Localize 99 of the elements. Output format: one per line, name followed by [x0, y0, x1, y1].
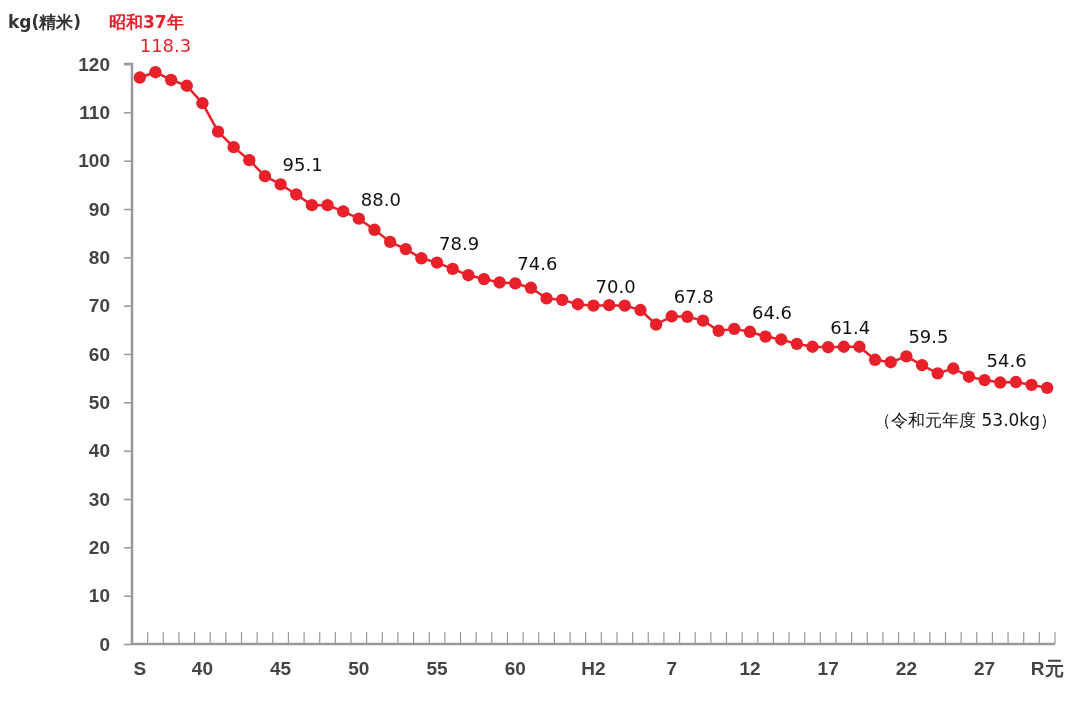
- data-label: 95.1: [282, 154, 323, 176]
- point: [133, 71, 146, 84]
- point: [587, 299, 600, 312]
- point: [649, 318, 663, 331]
- data-label: 64.6: [751, 301, 793, 323]
- x-tick-label: S: [133, 658, 147, 680]
- y-axis-title: kg(精米): [8, 12, 82, 32]
- x-tick-label: 55: [426, 658, 449, 680]
- point: [994, 376, 1007, 389]
- point: [1041, 381, 1054, 394]
- y-tick-label: 110: [79, 101, 110, 123]
- data-label: 88.0: [360, 188, 401, 210]
- x-tick-label: 17: [817, 658, 839, 680]
- y-tick-label: 120: [78, 53, 110, 75]
- text: 昭和37年: [109, 12, 184, 32]
- point: [180, 79, 193, 92]
- point: [477, 272, 491, 286]
- point: [634, 303, 647, 317]
- point: [258, 169, 272, 183]
- point: [837, 340, 850, 353]
- y-tick-label: 0: [99, 633, 110, 655]
- point: [243, 154, 256, 167]
- point: [290, 188, 303, 201]
- point: [446, 262, 459, 276]
- x-tick-label: 27: [974, 658, 996, 680]
- point: [696, 314, 710, 327]
- point: [665, 310, 678, 323]
- y-tick-label: 20: [88, 536, 110, 558]
- point: [821, 341, 835, 354]
- point: [352, 212, 366, 225]
- point: [728, 322, 741, 336]
- y-tick-label: 60: [88, 343, 110, 365]
- x-tick-label: 50: [348, 658, 370, 680]
- point: [712, 324, 725, 337]
- point: [430, 256, 444, 269]
- y-tick-label: 70: [88, 295, 110, 317]
- point: [383, 235, 397, 249]
- point: [493, 276, 506, 289]
- data-label: 70.0: [595, 275, 636, 297]
- x-tick-label: 22: [895, 658, 917, 680]
- point: [618, 299, 631, 312]
- point: [415, 252, 428, 265]
- point: [321, 198, 334, 212]
- point: [978, 373, 991, 387]
- point: [305, 198, 319, 212]
- point: [274, 178, 287, 191]
- y-tick-label: 100: [78, 150, 110, 172]
- point: [524, 281, 538, 294]
- x-tick-label: 60: [504, 658, 526, 680]
- x-tick-label: 45: [270, 658, 292, 680]
- point: [462, 269, 475, 282]
- x-tick-label: H2: [581, 658, 606, 680]
- point: [337, 205, 350, 218]
- point: [884, 356, 897, 369]
- point: [211, 125, 225, 138]
- point: [509, 277, 522, 290]
- point: [399, 242, 412, 256]
- point: [915, 358, 929, 372]
- point: [368, 223, 381, 236]
- point: [1025, 378, 1038, 392]
- point: [1009, 375, 1023, 389]
- point: [556, 293, 569, 307]
- y-tick-label: 50: [88, 391, 110, 413]
- x-tick-label: 7: [666, 658, 678, 680]
- point: [681, 310, 694, 323]
- point: [759, 330, 772, 343]
- point: [790, 337, 804, 351]
- data-label: 67.8: [673, 286, 714, 308]
- point: [164, 73, 178, 87]
- point: [743, 325, 757, 338]
- point: [853, 340, 866, 353]
- point: [962, 370, 976, 383]
- x-tick-label: 12: [739, 658, 761, 680]
- data-label: 74.6: [517, 253, 558, 275]
- data-label: 54.6: [986, 350, 1027, 372]
- point: [540, 292, 553, 305]
- x-tick-label: 40: [191, 658, 213, 680]
- y-tick-label: 80: [88, 246, 110, 268]
- annotation: （令和元年度 53.0kg）: [874, 409, 1057, 430]
- point: [868, 353, 882, 366]
- point: [947, 362, 960, 375]
- y-tick-label: 90: [88, 198, 110, 220]
- point: [931, 367, 944, 380]
- y-tick-label: 10: [88, 585, 110, 607]
- point: [196, 96, 209, 110]
- point: [149, 66, 162, 79]
- y-tick-label: 30: [88, 488, 110, 510]
- point: [602, 299, 616, 312]
- data-label: 118.3: [139, 35, 192, 57]
- point: [900, 350, 913, 363]
- point: [806, 340, 819, 353]
- point: [775, 333, 788, 346]
- y-tick-label: 40: [88, 440, 110, 462]
- data-label: 61.4: [830, 317, 871, 339]
- data-label: 78.9: [439, 232, 480, 254]
- point: [571, 298, 585, 311]
- data-label: 59.5: [908, 326, 949, 348]
- point: [227, 140, 240, 154]
- x-tick-label: R元: [1030, 658, 1064, 680]
